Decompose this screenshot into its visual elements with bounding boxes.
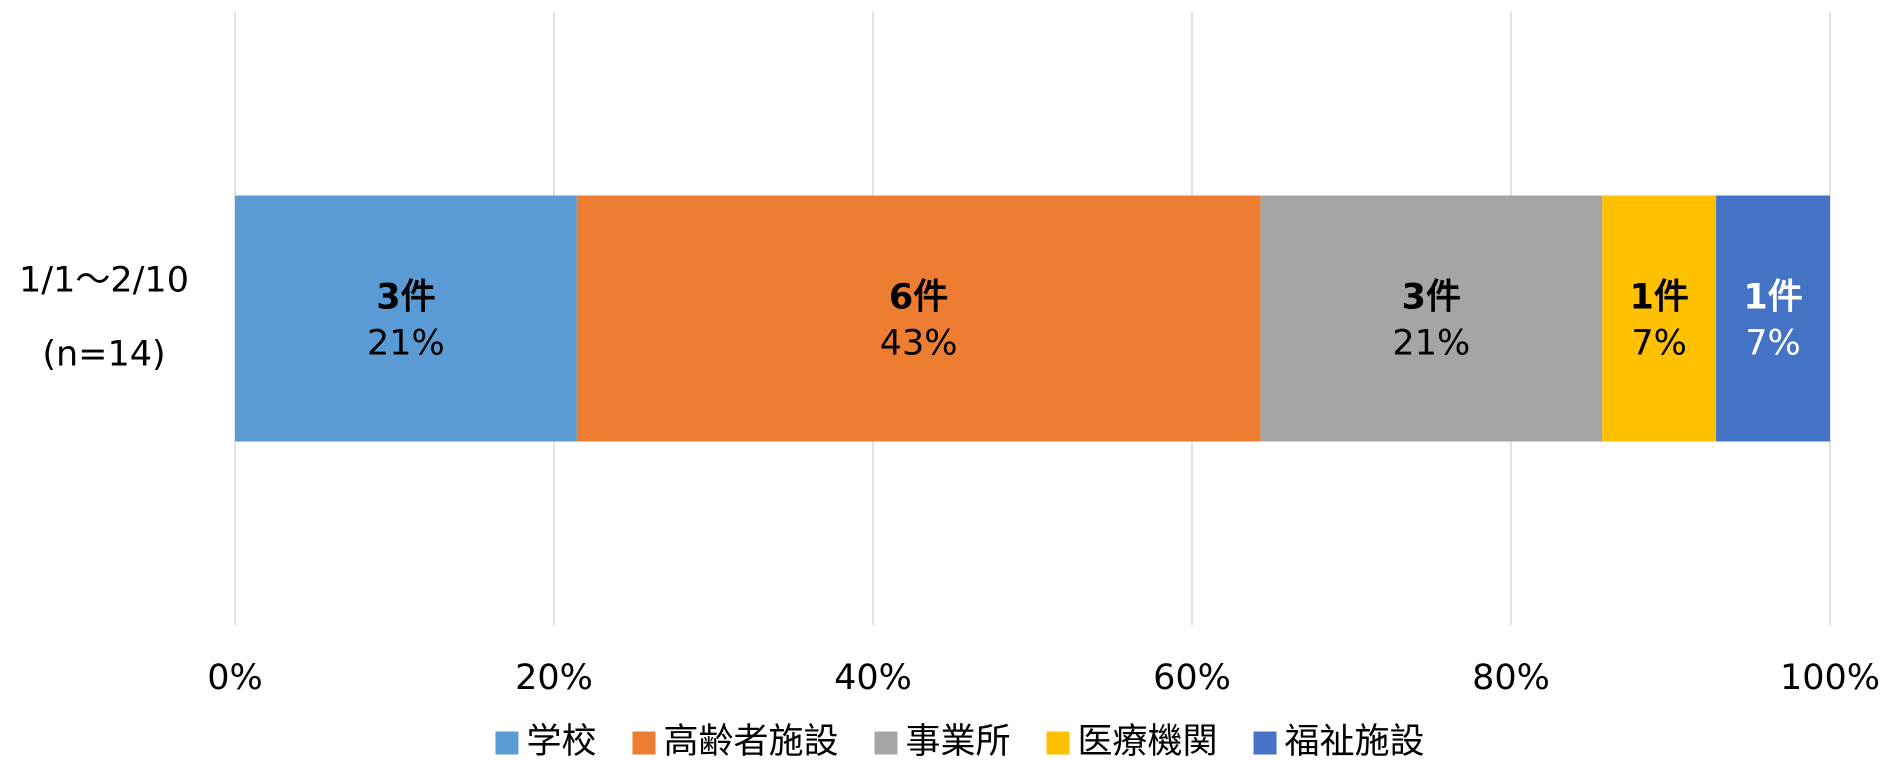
bar-segment [576, 195, 1261, 442]
y-tick-label: 1/1～2/10 [19, 261, 189, 301]
bar-segment [1602, 195, 1717, 442]
bar-segment [1260, 195, 1603, 442]
count-label: 3件 [1402, 278, 1461, 318]
y-tick-label: (n=14) [42, 335, 165, 375]
count-label: 1件 [1629, 278, 1688, 318]
x-tick-label: 80% [1472, 658, 1550, 698]
legend-label: 学校 [526, 722, 596, 760]
legend-label: 福祉施設 [1285, 722, 1425, 760]
legend-swatch [632, 731, 656, 755]
legend-label: 事業所 [905, 722, 1010, 760]
bar-segment [235, 195, 577, 442]
legend-label: 医療機関 [1078, 722, 1218, 760]
x-tick-label: 0% [207, 658, 263, 698]
value-label: 7% [1745, 324, 1801, 364]
legend-swatch [1046, 731, 1070, 755]
x-tick-label: 60% [1153, 658, 1231, 698]
count-label: 1件 [1743, 278, 1802, 318]
value-label: 21% [367, 324, 445, 364]
x-tick-label: 100% [1780, 658, 1880, 698]
legend-swatch [874, 731, 898, 755]
x-tick-label: 20% [515, 658, 593, 698]
count-label: 3件 [376, 278, 435, 318]
value-label: 43% [880, 324, 958, 364]
legend-swatch [495, 731, 519, 755]
bar-segment [1716, 195, 1830, 442]
legend-swatch [1253, 731, 1277, 755]
count-label: 6件 [889, 278, 948, 318]
value-label: 21% [1392, 324, 1470, 364]
legend-label: 高齢者施設 [663, 722, 838, 760]
value-label: 7% [1631, 324, 1687, 364]
x-tick-label: 40% [834, 658, 912, 698]
